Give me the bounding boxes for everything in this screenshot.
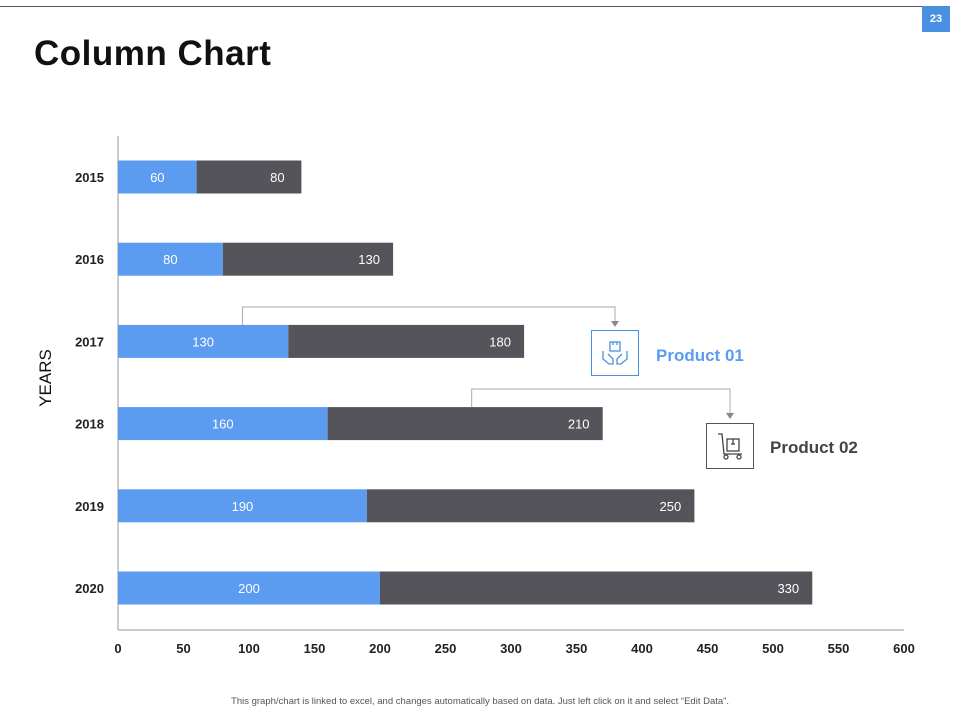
data-label: 250 [660, 499, 682, 514]
data-label: 200 [238, 581, 260, 596]
bar-product02[interactable] [380, 571, 813, 605]
x-tick-label: 250 [435, 641, 457, 656]
data-label: 80 [270, 170, 284, 185]
x-tick-label: 350 [566, 641, 588, 656]
y-tick-label: 2015 [75, 170, 104, 185]
page-title: Column Chart [34, 34, 272, 73]
x-tick-label: 400 [631, 641, 653, 656]
legend-product02-icon-box [706, 423, 754, 469]
y-tick-label: 2018 [75, 417, 104, 432]
bar-product02[interactable] [327, 407, 603, 441]
data-label: 130 [358, 252, 380, 267]
bar-product01[interactable] [118, 407, 328, 441]
data-label: 80 [163, 252, 177, 267]
x-tick-label: 550 [828, 641, 850, 656]
bar-product02[interactable] [288, 324, 525, 358]
y-tick-label: 2020 [75, 581, 104, 596]
callout-arrow-product01 [611, 321, 619, 327]
bar-product01[interactable] [118, 571, 380, 605]
bar-product02[interactable] [366, 489, 695, 523]
y-tick-label: 2017 [75, 334, 104, 349]
data-label: 60 [150, 170, 164, 185]
page-number-badge: 23 [922, 6, 950, 32]
y-tick-label: 2019 [75, 499, 104, 514]
x-tick-label: 300 [500, 641, 522, 656]
hand-truck-box-icon [718, 433, 742, 460]
callout-line-product02 [471, 388, 731, 416]
data-label: 130 [192, 334, 214, 349]
callout-arrow-product02 [726, 413, 734, 419]
footer-note: This graph/chart is linked to excel, and… [231, 696, 729, 707]
x-tick-label: 500 [762, 641, 784, 656]
data-label: 180 [489, 334, 511, 349]
x-tick-label: 150 [304, 641, 326, 656]
x-tick-label: 0 [114, 641, 121, 656]
data-label: 160 [212, 417, 234, 432]
x-tick-label: 600 [893, 641, 915, 656]
data-label: 330 [777, 581, 799, 596]
x-tick-label: 200 [369, 641, 391, 656]
x-tick-label: 50 [176, 641, 190, 656]
bar-product02[interactable] [196, 160, 302, 194]
hands-box-icon [602, 341, 628, 365]
legend-product01-icon-box [591, 330, 639, 376]
bar-product02[interactable] [222, 242, 394, 276]
legend-product01-label: Product 01 [656, 346, 744, 365]
y-tick-label: 2016 [75, 252, 104, 267]
bar-product01[interactable] [118, 489, 367, 523]
callout-line-product01 [241, 306, 616, 325]
top-rule [0, 6, 950, 7]
legend-product02-label: Product 02 [770, 438, 858, 457]
bar-product01[interactable] [118, 242, 223, 276]
bar-product01[interactable] [118, 324, 289, 358]
x-tick-label: 450 [697, 641, 719, 656]
x-tick-label: 100 [238, 641, 260, 656]
data-label: 190 [232, 499, 254, 514]
y-axis-label: YEARS [36, 349, 55, 407]
bar-product01[interactable] [118, 160, 197, 194]
data-label: 210 [568, 417, 590, 432]
